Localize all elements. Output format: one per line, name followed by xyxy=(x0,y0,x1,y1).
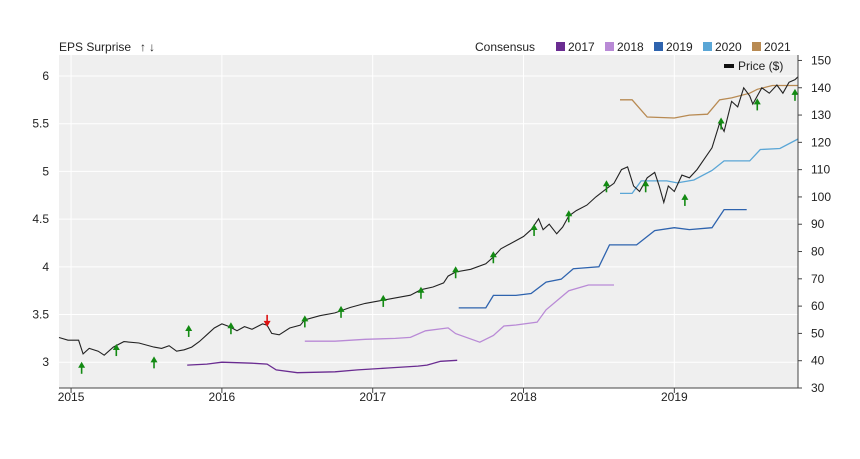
x-tick-label: 2017 xyxy=(359,390,386,404)
legend-label-2019: 2019 xyxy=(666,40,693,54)
surprise-marker-head xyxy=(753,98,761,105)
surprise-up-marker xyxy=(791,88,799,101)
surprise-marker-head xyxy=(452,266,460,273)
left-tick-label: 5.5 xyxy=(32,117,49,131)
right-tick-label: 50 xyxy=(811,326,825,340)
surprise-up-marker xyxy=(337,305,345,318)
left-tick-label: 4.5 xyxy=(32,212,49,226)
surprise-marker-head xyxy=(185,324,193,331)
consensus-line-2018 xyxy=(304,284,614,343)
x-tick-label: 2016 xyxy=(209,390,236,404)
surprise-marker-head xyxy=(337,305,345,312)
surprise-marker-head xyxy=(263,320,271,327)
surprise-marker-head xyxy=(565,210,573,217)
left-tick-label: 5 xyxy=(42,164,49,178)
x-tick-label: 2018 xyxy=(510,390,537,404)
consensus-line-2019 xyxy=(458,208,747,309)
surprise-down-arrow-icon: ↓ xyxy=(149,40,155,54)
legend-label-2020: 2020 xyxy=(715,40,742,54)
right-tick-label: 130 xyxy=(811,108,831,122)
surprise-up-marker xyxy=(417,286,425,299)
surprise-up-arrow-icon: ↑ xyxy=(140,40,146,54)
surprise-up-marker xyxy=(78,361,86,374)
surprise-marker-head xyxy=(379,294,387,301)
right-tick-label: 110 xyxy=(811,163,830,177)
x-tick-label: 2019 xyxy=(661,390,688,404)
surprise-marker-head xyxy=(717,117,725,124)
left-tick-label: 6 xyxy=(42,69,49,83)
plot-area xyxy=(59,55,798,388)
surprise-marker-head xyxy=(417,286,425,293)
surprise-marker-head xyxy=(150,356,158,363)
surprise-up-marker xyxy=(530,223,538,236)
surprise-marker-head xyxy=(642,180,650,187)
legend-label-2018: 2018 xyxy=(617,40,644,54)
surprise-marker-head xyxy=(301,315,309,322)
surprise-marker-head xyxy=(78,361,86,368)
surprise-up-marker xyxy=(489,251,497,264)
surprise-up-marker xyxy=(602,180,610,193)
left-tick-label: 3.5 xyxy=(32,308,49,322)
surprise-marker-head xyxy=(791,88,799,95)
legend-swatch-2021 xyxy=(752,42,761,51)
surprise-up-marker xyxy=(379,294,387,307)
left-tick-label: 4 xyxy=(42,260,49,274)
surprise-down-marker xyxy=(263,314,271,327)
right-tick-label: 150 xyxy=(811,53,831,67)
surprise-marker-head xyxy=(489,251,497,258)
surprise-marker-head xyxy=(681,193,689,200)
surprise-up-marker xyxy=(753,98,761,111)
legend-label-2017: 2017 xyxy=(568,40,595,54)
surprise-up-marker xyxy=(301,315,309,328)
legend: 2017 2018 2019 2020 2021 xyxy=(556,40,791,54)
right-tick-label: 30 xyxy=(811,381,825,395)
surprise-up-marker xyxy=(150,356,158,369)
right-tick-label: 70 xyxy=(811,272,825,286)
right-tick-label: 140 xyxy=(811,81,831,95)
left-tick-label: 3 xyxy=(42,355,49,369)
x-tick-label: 2015 xyxy=(58,390,85,404)
right-tick-label: 80 xyxy=(811,245,825,259)
consensus-line-2020 xyxy=(620,138,799,195)
right-tick-label: 60 xyxy=(811,299,825,313)
legend-swatch-2018 xyxy=(605,42,614,51)
legend-swatch-2019 xyxy=(654,42,663,51)
consensus-line-2021 xyxy=(620,84,798,119)
series-layer xyxy=(58,76,799,374)
right-tick-label: 90 xyxy=(811,217,825,231)
legend-swatch-2017 xyxy=(556,42,565,51)
left-axis-title: EPS Surprise xyxy=(59,40,131,54)
right-tick-label: 100 xyxy=(811,190,831,204)
axes: 3 3.5 4 4.5 5 5.5 6 30 40 50 60 70 80 90 100 110 120 130 1… xyxy=(32,53,831,404)
price-line xyxy=(58,76,799,356)
surprise-up-marker xyxy=(565,210,573,223)
legend-swatch-2020 xyxy=(703,42,712,51)
surprise-up-marker xyxy=(227,322,235,335)
surprise-marker-head xyxy=(112,344,120,351)
surprise-marker-head xyxy=(227,322,235,329)
surprise-marker-head xyxy=(602,180,610,187)
right-tick-label: 120 xyxy=(811,135,831,149)
legend-title: Consensus xyxy=(475,40,535,54)
surprise-up-marker xyxy=(452,266,460,279)
surprise-up-marker xyxy=(717,117,725,130)
legend-label-2021: 2021 xyxy=(764,40,791,54)
surprise-up-marker xyxy=(112,344,120,357)
price-legend-swatch xyxy=(724,64,734,68)
surprise-up-marker xyxy=(185,324,193,337)
right-tick-label: 40 xyxy=(811,354,825,368)
grid-lines xyxy=(59,55,798,388)
surprise-marker-head xyxy=(530,223,538,230)
surprise-up-marker xyxy=(681,193,689,206)
surprise-up-marker xyxy=(642,180,650,193)
consensus-line-2017 xyxy=(187,359,458,374)
price-legend-label: Price ($) xyxy=(738,59,783,73)
